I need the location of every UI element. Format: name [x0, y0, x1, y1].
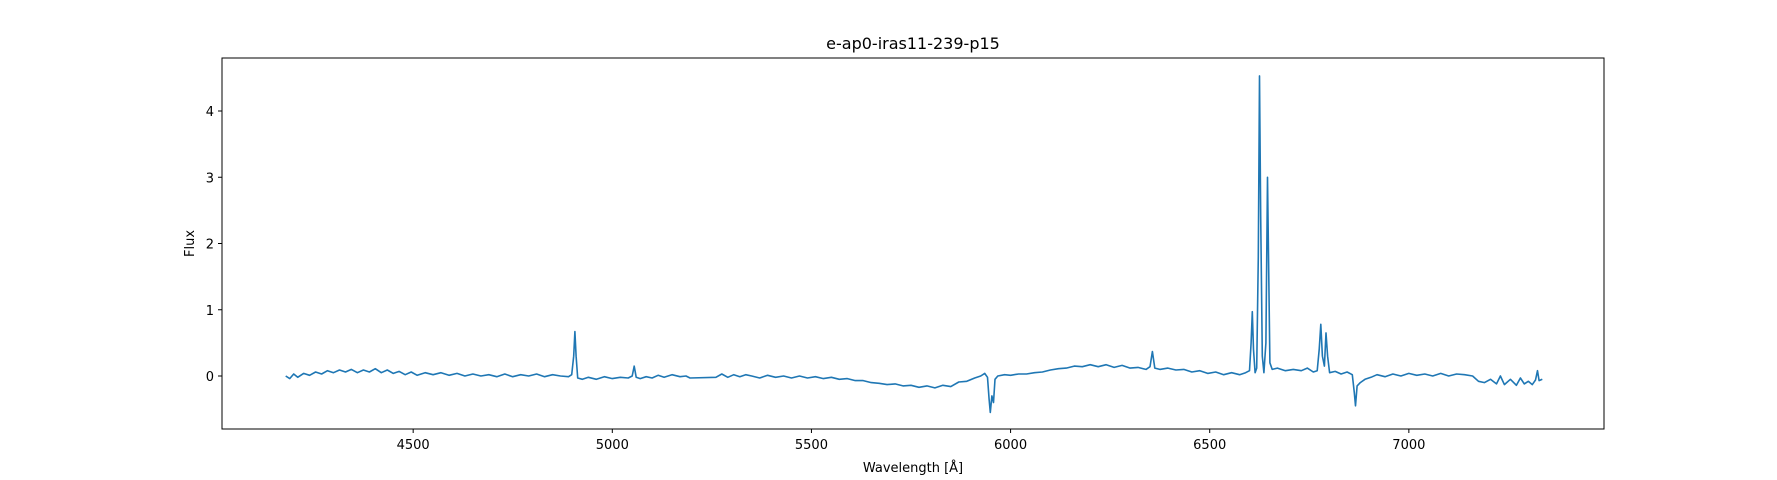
- x-tick-label: 6000: [994, 438, 1027, 453]
- chart-title: e-ap0-iras11-239-p15: [826, 34, 1000, 53]
- x-axis-ticks: 4500 5000 5500 6000 6500 7000: [397, 429, 1425, 453]
- x-tick-label: 5000: [596, 438, 629, 453]
- x-axis-label: Wavelength [Å]: [863, 460, 963, 476]
- x-tick-label: 5500: [795, 438, 828, 453]
- y-tick-label: 0: [206, 370, 214, 385]
- x-tick-label: 4500: [397, 438, 430, 453]
- y-axis-ticks: 0 1 2 3 4: [206, 105, 222, 385]
- y-axis-label: Flux: [183, 230, 198, 257]
- y-tick-label: 2: [206, 238, 214, 253]
- plot-marks: [285, 75, 1543, 414]
- spectrum-line: [285, 75, 1543, 414]
- y-tick-label: 1: [206, 304, 214, 319]
- x-tick-label: 6500: [1193, 438, 1226, 453]
- y-tick-label: 3: [206, 171, 214, 186]
- x-tick-label: 7000: [1392, 438, 1425, 453]
- y-tick-label: 4: [206, 105, 214, 120]
